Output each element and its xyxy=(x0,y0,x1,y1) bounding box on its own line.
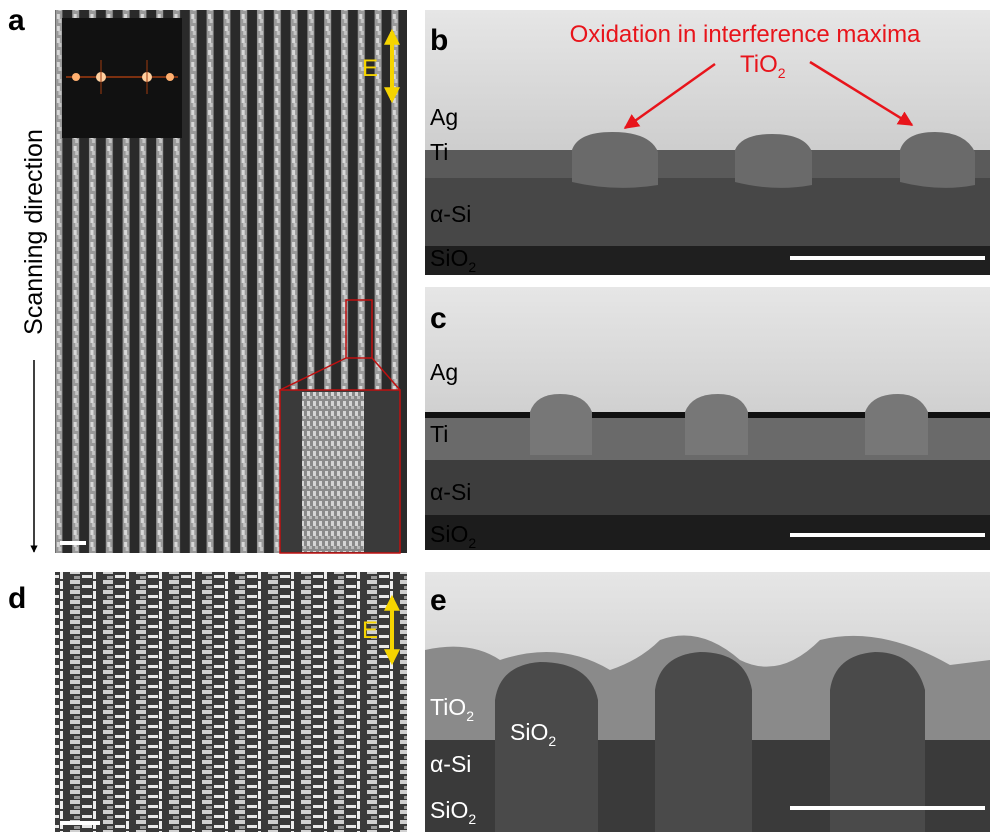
panel-label: b xyxy=(430,24,448,57)
panel-label: a xyxy=(8,4,25,37)
layer-label: α-Si xyxy=(430,479,471,505)
panel-c: c Ag Ti α-Si SiO2 xyxy=(425,287,990,551)
layer-label: α-Si xyxy=(430,201,471,227)
sem-image xyxy=(55,572,407,832)
layer-label: Ag xyxy=(430,104,458,130)
axis-label: Scanning direction xyxy=(20,129,48,335)
field-label: E xyxy=(362,617,378,644)
panel-label: d xyxy=(8,582,26,615)
panel-d: E d xyxy=(8,572,407,832)
layer-label: Ti xyxy=(430,139,448,165)
layer-label: α-Si xyxy=(430,751,471,777)
panel-label: e xyxy=(430,584,447,617)
field-label: E xyxy=(362,55,378,82)
layer-label: Ag xyxy=(430,359,458,385)
panel-b: b Oxidation in interference maxima TiO2 … xyxy=(425,10,990,275)
panel-e: e TiO2 SiO2 α-Si SiO2 xyxy=(425,572,990,832)
panel-label: c xyxy=(430,302,447,335)
figure: E a Scanning direction b Oxidation in in… xyxy=(0,0,990,832)
annotation: Oxidation in interference maxima xyxy=(570,21,921,48)
fft-inset xyxy=(62,18,182,138)
panel-a: E a Scanning direction xyxy=(8,4,407,553)
layer-label: Ti xyxy=(430,421,448,447)
